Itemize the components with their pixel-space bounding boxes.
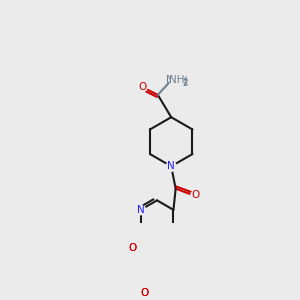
- Text: O: O: [192, 190, 200, 200]
- Text: N: N: [137, 205, 144, 215]
- Text: NH: NH: [166, 75, 181, 85]
- Text: O: O: [138, 82, 146, 92]
- Text: O: O: [129, 243, 137, 253]
- Text: O: O: [141, 288, 149, 298]
- Circle shape: [136, 205, 146, 215]
- Text: O: O: [141, 288, 149, 298]
- Text: N: N: [167, 161, 175, 171]
- Text: N: N: [137, 205, 144, 215]
- Text: 2: 2: [182, 79, 187, 88]
- Text: O: O: [192, 190, 200, 200]
- Circle shape: [128, 243, 138, 253]
- Circle shape: [166, 161, 176, 171]
- Text: ₂: ₂: [182, 76, 185, 85]
- Text: O: O: [129, 243, 137, 253]
- Text: NH: NH: [172, 76, 188, 86]
- Text: N: N: [167, 161, 175, 171]
- Circle shape: [170, 75, 184, 88]
- Circle shape: [137, 82, 147, 92]
- Circle shape: [140, 288, 150, 298]
- Text: O: O: [138, 82, 146, 92]
- Text: 2: 2: [182, 78, 188, 87]
- Text: NH: NH: [169, 75, 184, 85]
- Circle shape: [191, 190, 201, 200]
